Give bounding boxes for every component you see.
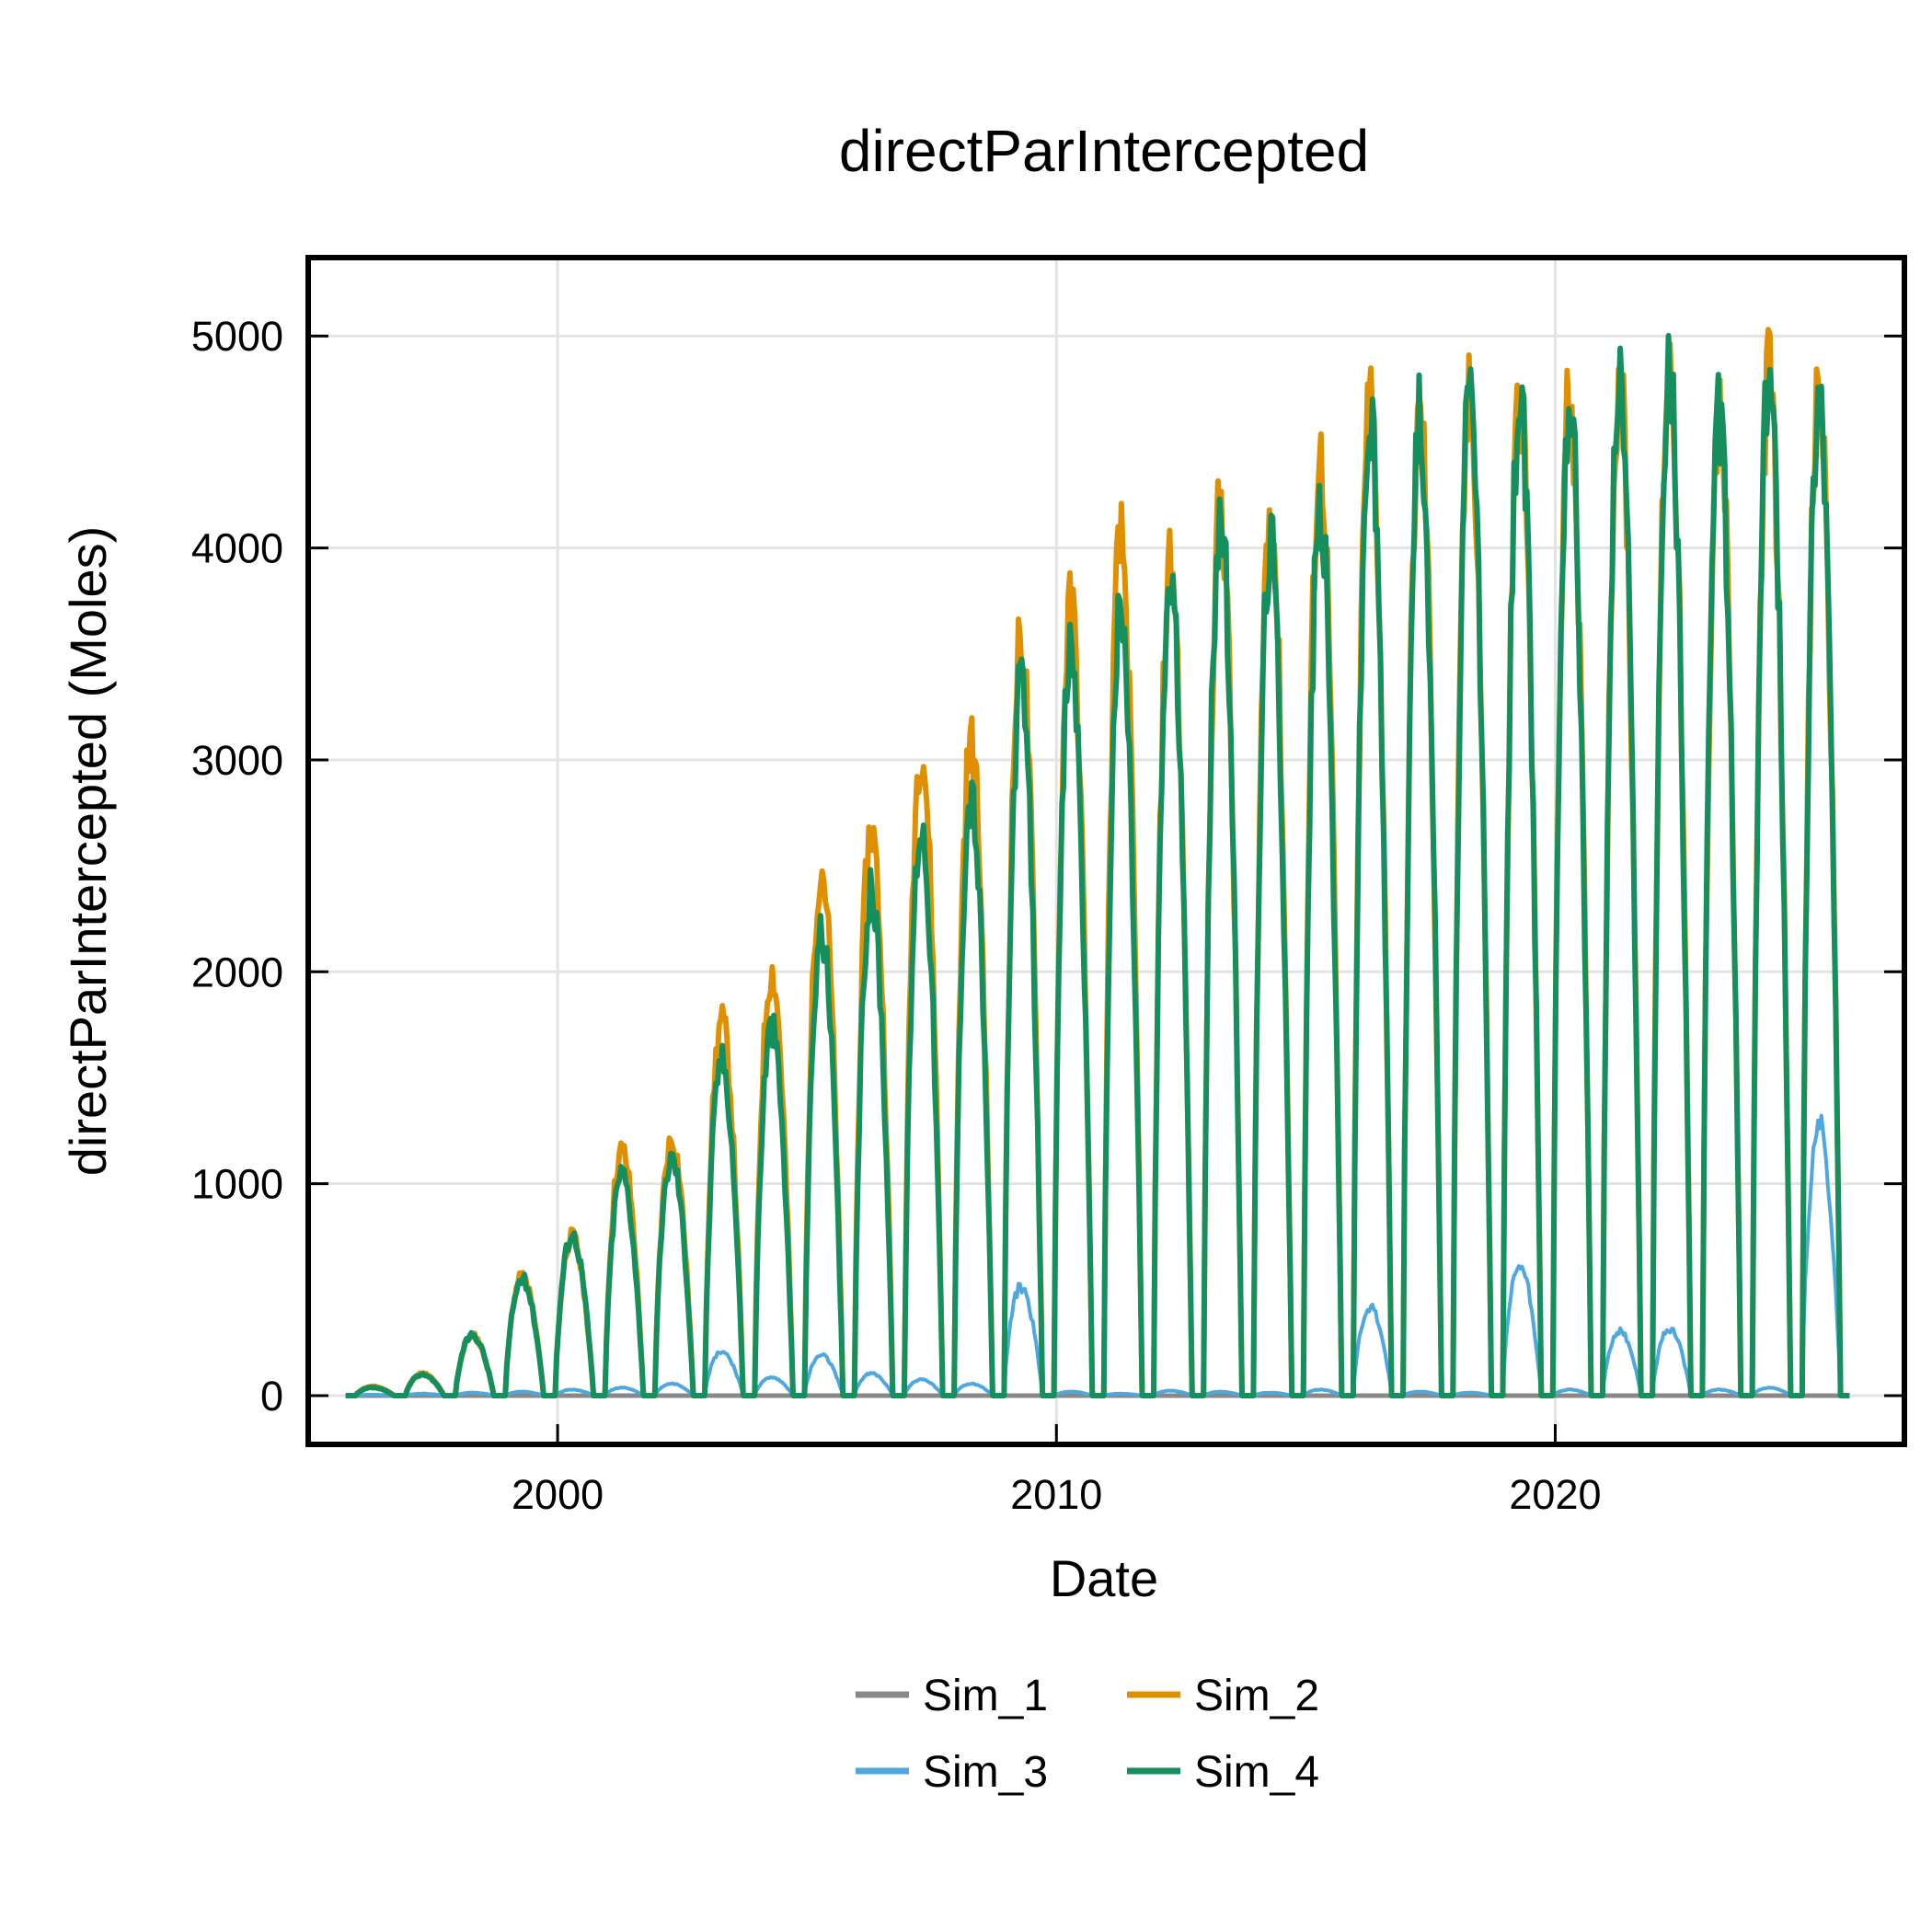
y-tick-label: 5000 bbox=[191, 313, 283, 360]
y-tick-label: 3000 bbox=[191, 737, 283, 784]
plot-frame bbox=[305, 255, 1907, 1447]
legend: Sim_1 Sim_2 Sim_3 Sim_4 bbox=[856, 1672, 1319, 1797]
y-tick-label: 4000 bbox=[191, 525, 283, 572]
series-line-sim-4 bbox=[345, 332, 1850, 1398]
series-line-sim-3 bbox=[345, 1113, 1850, 1397]
x-tick-label: 2000 bbox=[512, 1471, 604, 1518]
chart-title: directParIntercepted bbox=[839, 118, 1369, 184]
legend-label: Sim_2 bbox=[1194, 1672, 1319, 1720]
axis-ticks: 2000 2010 2020 0 1000 2000 3000 4000 5000 bbox=[191, 313, 1904, 1518]
y-tick-label: 2000 bbox=[191, 949, 283, 995]
y-tick-label: 1000 bbox=[191, 1161, 283, 1208]
x-axis-label: Date bbox=[1050, 1549, 1158, 1607]
y-tick-label: 0 bbox=[260, 1373, 283, 1420]
legend-label: Sim_1 bbox=[923, 1672, 1048, 1720]
legend-label: Sim_3 bbox=[923, 1748, 1048, 1797]
legend-label: Sim_4 bbox=[1194, 1748, 1319, 1797]
x-tick-label: 2010 bbox=[1010, 1471, 1102, 1518]
series-lines bbox=[345, 327, 1850, 1398]
y-axis-label: directParIntercepted (Moles) bbox=[59, 526, 117, 1177]
x-tick-label: 2020 bbox=[1509, 1471, 1601, 1518]
